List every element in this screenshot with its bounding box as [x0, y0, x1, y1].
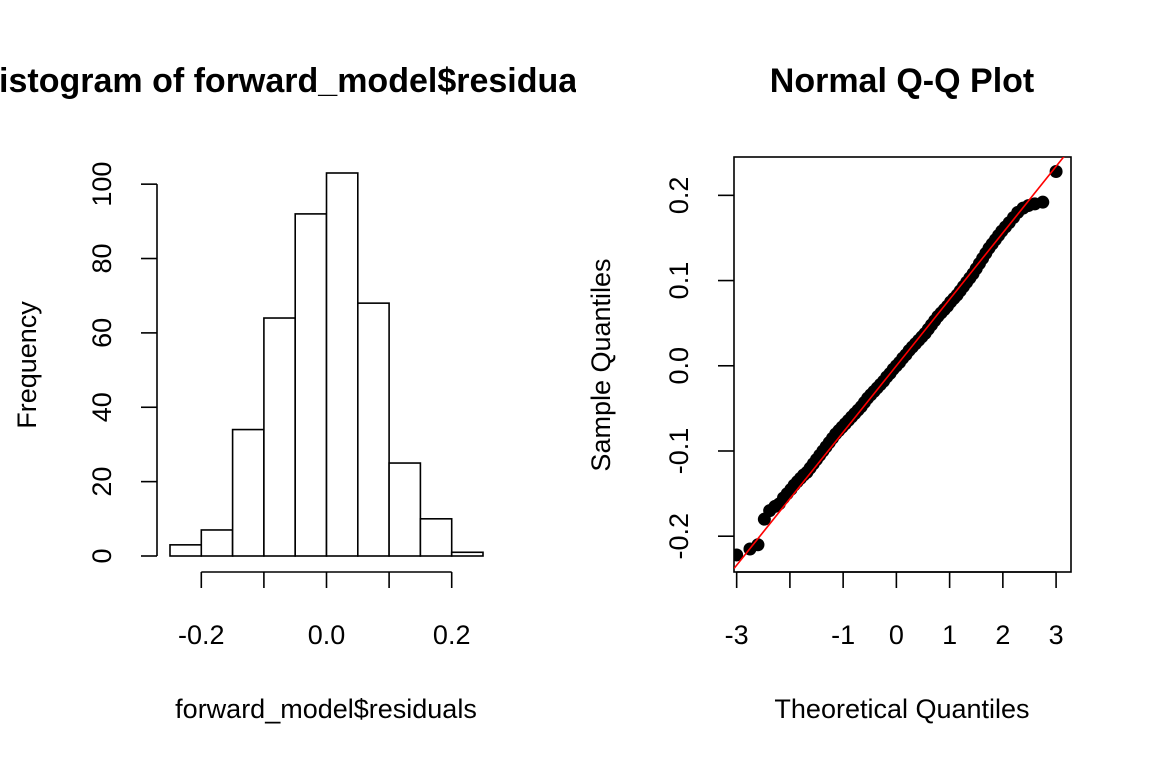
histogram-x-tick-label: 0.0 — [308, 620, 346, 650]
qq-y-tick-label: 0.0 — [664, 347, 694, 385]
qq-y-tick-label: 0.1 — [664, 262, 694, 300]
histogram-bar — [419, 518, 453, 557]
histogram-y-tick-label: 60 — [87, 318, 117, 348]
histogram-x-axis: -0.2 0.0 0.2 — [178, 571, 471, 650]
histogram-x-tick-label: 0.2 — [433, 620, 471, 650]
qq-y-axis: -0.2 -0.1 0.0 0.1 0.2 — [664, 177, 734, 560]
histogram-y-axis-label: Frequency — [12, 301, 42, 429]
qq-point — [1036, 195, 1050, 209]
histogram-bar — [356, 302, 390, 557]
qq-plot-panel: Normal Q-Q Plot -3 -1 0 1 2 3 -0.2 -0.1 0.0 0.1 0… — [586, 62, 1072, 724]
histogram-bar — [325, 172, 359, 557]
histogram-y-tick-label: 40 — [87, 392, 117, 422]
histogram-bar — [263, 317, 296, 557]
qq-plot-title: Normal Q-Q Plot — [770, 62, 1034, 100]
qq-x-tick-label: 0 — [889, 620, 904, 650]
qq-x-tick-label: 2 — [995, 620, 1010, 650]
histogram-bar — [450, 551, 484, 557]
histogram-bar — [200, 529, 234, 557]
histogram-bar — [169, 544, 203, 557]
qq-x-tick-label: 3 — [1049, 620, 1064, 650]
histogram-y-tick-label: 80 — [87, 244, 117, 274]
qq-x-tick-label: -1 — [831, 620, 855, 650]
histogram-bar — [388, 462, 422, 557]
qq-reference-line — [734, 157, 1065, 570]
histogram-y-tick-label: 20 — [87, 467, 117, 497]
qq-point — [734, 548, 744, 562]
histogram-panel: Histogram of forward_model$residuals -0.… — [0, 62, 606, 724]
histogram-bars — [169, 172, 484, 557]
qq-x-tick-label: 1 — [942, 620, 957, 650]
qq-y-axis-label: Sample Quantiles — [586, 258, 616, 471]
qq-x-axis-label: Theoretical Quantiles — [774, 694, 1029, 724]
qq-x-tick-label: -3 — [725, 620, 749, 650]
qq-line-segment — [734, 157, 1065, 570]
histogram-x-tick-label: -0.2 — [178, 620, 225, 650]
histogram-bar — [231, 428, 265, 557]
histogram-y-tick-label: 0 — [87, 548, 117, 563]
qq-point — [1049, 164, 1063, 178]
qq-points — [734, 164, 1063, 562]
qq-x-axis: -3 -1 0 1 2 3 — [725, 571, 1064, 650]
histogram-bar — [294, 213, 328, 557]
histogram-y-axis: 0 20 40 60 80 100 — [87, 162, 158, 564]
qq-y-tick-label: -0.2 — [664, 513, 694, 560]
qq-y-tick-label: -0.1 — [664, 428, 694, 475]
histogram-title: Histogram of forward_model$residuals — [0, 62, 606, 100]
histogram-x-axis-label: forward_model$residuals — [175, 694, 477, 724]
histogram-y-tick-label: 100 — [87, 162, 117, 207]
qq-y-tick-label: 0.2 — [664, 177, 694, 215]
